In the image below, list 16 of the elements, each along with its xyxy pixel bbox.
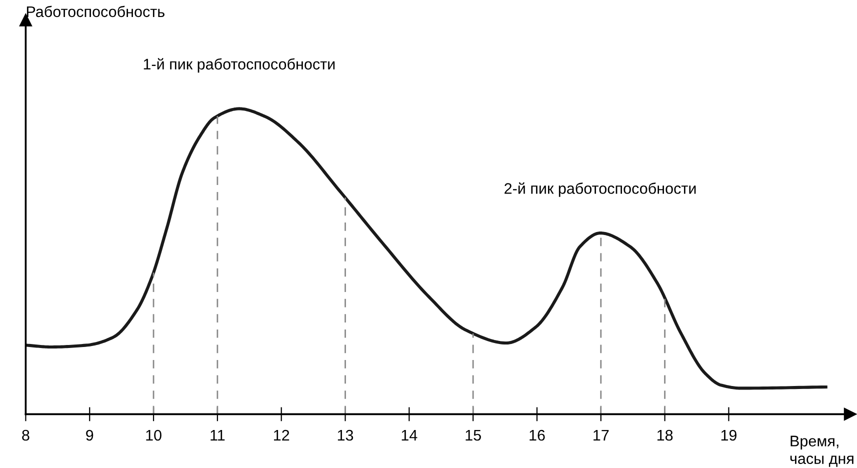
x-tick-label: 16 (530, 430, 545, 441)
x-tick-label: 11 (210, 430, 225, 441)
x-tick-label: 15 (466, 430, 481, 441)
x-tick-label: 19 (721, 430, 736, 441)
x-tick-label: 9 (86, 430, 94, 441)
x-tick-label: 13 (338, 430, 354, 441)
x-tick-label: 8 (22, 430, 30, 441)
x-tick-label: 12 (274, 430, 290, 441)
x-axis-title: Время, часы дня (790, 436, 854, 467)
text: Работоспособность (26, 6, 164, 18)
x-tick-label: 10 (146, 430, 162, 441)
annotation: 1-й пик работоспособности (144, 58, 335, 73)
x-tick-label: 18 (657, 430, 673, 441)
annotation: 2-й пик работоспособности (504, 182, 696, 197)
x-tick-label: 17 (594, 430, 609, 441)
x-tick-label: 14 (402, 430, 418, 441)
